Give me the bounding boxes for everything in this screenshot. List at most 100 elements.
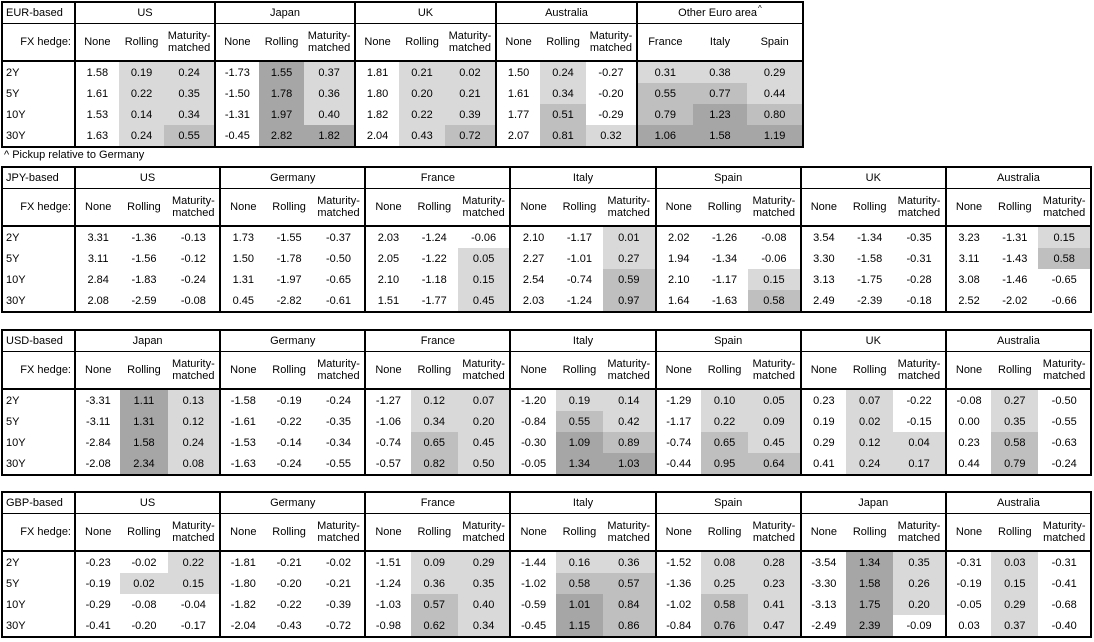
value-cell: -0.13 (180, 231, 206, 244)
group-values-spain: -1.17 0.22 0.09 (654, 411, 800, 432)
group-values-australia: 2.52 -2.02 -0.66 (944, 290, 1090, 311)
group-header-australia: Australia (944, 168, 1090, 188)
group-values-japan: -1.31 1.97 0.40 (214, 104, 354, 125)
group-values-australia: -0.31 0.03 -0.31 (944, 552, 1090, 573)
group-values-france: -1.27 0.12 0.07 (364, 390, 510, 411)
value-cell: 0.42 (603, 411, 655, 432)
col-header-rolling: Rolling (562, 364, 597, 376)
group-values-other-euro-area: 0.79 1.23 0.80 (636, 104, 802, 125)
value-cell: 0.64 (748, 453, 800, 474)
value-cell: 3.13 (813, 273, 835, 286)
group-values-france: 2.10 -1.18 0.15 (364, 269, 510, 290)
value-cell: 0.89 (603, 432, 655, 453)
value-cell: -0.23 (85, 556, 111, 569)
value-cell: 0.57 (410, 594, 458, 615)
value-cell: -0.09 (906, 619, 932, 632)
col-header-rolling: Rolling (272, 201, 306, 213)
group-name: Spain (714, 172, 743, 184)
value-cell: 0.35 (991, 411, 1039, 432)
value-cell: 1.73 (232, 231, 255, 244)
value-cell: 1.61 (86, 87, 109, 100)
value-cell: 0.19 (118, 62, 165, 83)
value-cell: -1.58 (857, 252, 883, 265)
group-subheader-australia: None Rolling Maturity-matched (495, 24, 636, 60)
value-cell: 0.45 (232, 294, 255, 307)
value-cell: 0.15 (457, 269, 510, 290)
value-cell: 0.22 (700, 411, 749, 432)
group-values-germany: -2.04 -0.43 -0.72 (219, 615, 364, 636)
data-row-30y: 30Y 1.63 0.24 0.55 -0.45 2.82 1.82 2.04 0.43 0.72… (3, 125, 802, 146)
value-cell: 0.24 (164, 62, 214, 83)
value-cell: -0.72 (325, 619, 352, 632)
group-values-japan: -2.84 1.58 0.24 (74, 432, 220, 453)
value-cell: 0.26 (893, 573, 945, 594)
value-cell: 0.05 (748, 390, 800, 411)
value-cell: -3.13 (811, 598, 837, 611)
group-name: Italy (572, 497, 594, 509)
value-cell: 2.82 (258, 125, 305, 146)
value-cell: 0.50 (457, 453, 510, 474)
col-header-maturity-matched: Maturity-matched (317, 520, 360, 544)
col-header-rolling: Rolling (852, 201, 887, 213)
value-cell: 0.24 (540, 62, 586, 83)
group-values-japan: -2.08 2.34 0.08 (74, 453, 220, 474)
value-cell: 0.65 (700, 432, 749, 453)
value-cell: -0.65 (325, 273, 352, 286)
value-cell: 1.82 (304, 125, 354, 146)
value-cell: 0.20 (893, 594, 945, 615)
col-header-none: None (520, 526, 547, 538)
data-row-2y: 2Y -3.31 1.11 0.13 -1.58 -0.19 -0.24 -1.27 0.12 0… (3, 390, 1090, 411)
value-cell: 0.15 (1038, 227, 1090, 248)
value-cell: -0.20 (276, 577, 302, 590)
value-cell: -0.84 (666, 619, 692, 632)
group-header-us: US (74, 3, 214, 23)
value-cell: 0.45 (457, 432, 510, 453)
col-header-rolling: Rolling (127, 201, 161, 213)
value-cell: 0.27 (603, 248, 655, 269)
group-header-france: France (364, 493, 509, 513)
value-cell: -2.02 (1002, 294, 1028, 307)
group-header-germany: Germany (219, 331, 364, 351)
group-subheader-spain: None Rolling Maturity-matched (654, 189, 800, 225)
value-cell: -0.22 (276, 598, 302, 611)
group-header-uk: UK (799, 331, 945, 351)
row-label-5y: 5Y (6, 577, 20, 590)
group-name: Spain (714, 497, 743, 509)
value-cell: -0.12 (180, 252, 206, 265)
group-values-australia: 0.23 0.58 -0.63 (944, 432, 1090, 453)
value-cell: 1.55 (258, 62, 305, 83)
country-header-row: GBP-based US Germany France Italy Spain Japan A… (3, 493, 1090, 514)
group-values-italy: -1.44 0.16 0.36 (509, 552, 655, 573)
base-label: GBP-based (6, 497, 63, 509)
group-values-spain: 2.02 -1.26 -0.08 (654, 227, 800, 248)
col-header-none: None (955, 364, 983, 376)
value-cell: -0.24 (276, 457, 302, 470)
value-cell: 0.44 (958, 457, 980, 470)
group-subheader-us: None Rolling Maturity-matched (74, 514, 219, 550)
value-cell: 0.35 (457, 573, 510, 594)
value-cell: 0.45 (748, 432, 800, 453)
value-cell: -1.26 (712, 231, 738, 244)
group-header-germany: Germany (219, 493, 364, 513)
value-cell: 1.75 (846, 594, 894, 615)
value-cell: -0.39 (325, 598, 352, 611)
value-cell: -1.17 (712, 273, 738, 286)
value-cell: 0.58 (700, 594, 749, 615)
group-values-australia: 1.61 0.34 -0.20 (495, 83, 636, 104)
value-cell: 0.29 (457, 552, 510, 573)
value-cell: -0.50 (1051, 394, 1077, 407)
value-cell: 0.22 (167, 552, 220, 573)
col-header-none: None (375, 201, 402, 213)
group-values-italy: -0.30 1.09 0.89 (509, 432, 655, 453)
group-header-italy: Italy (509, 168, 654, 188)
group-values-spain: -1.02 0.58 0.41 (654, 594, 800, 615)
col-header-maturity-matched: Maturity-matched (307, 30, 351, 54)
group-values-uk: 1.81 0.21 0.02 (354, 62, 495, 83)
value-cell: 0.55 (638, 83, 693, 104)
value-cell: -1.97 (276, 273, 302, 286)
group-values-us: -0.19 0.02 0.15 (74, 573, 220, 594)
group-values-other-euro-area: 0.55 0.77 0.44 (636, 83, 802, 104)
value-cell: 0.20 (399, 83, 445, 104)
group-subheader-other-euro-area: France Italy Spain (636, 24, 802, 60)
value-cell: 0.17 (893, 453, 945, 474)
